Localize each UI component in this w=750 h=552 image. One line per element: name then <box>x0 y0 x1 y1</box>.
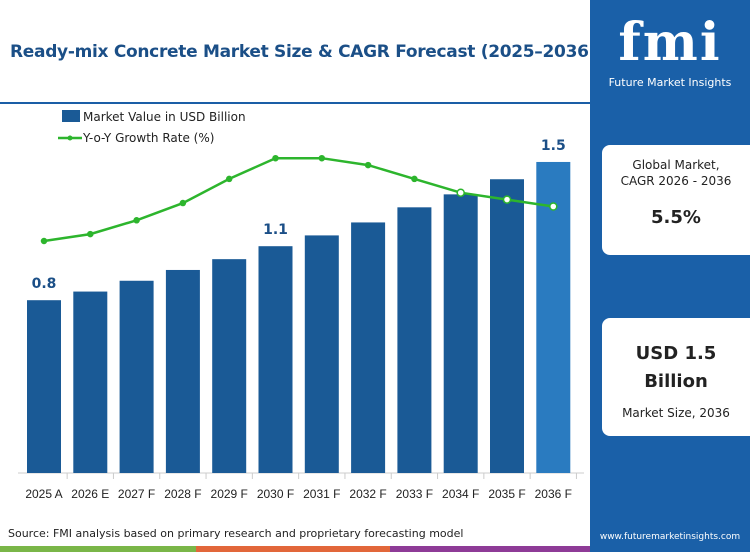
bar <box>490 179 524 474</box>
data-label: 1.5 <box>541 138 566 154</box>
growth-point <box>87 230 94 238</box>
data-label: 1.1 <box>263 222 288 238</box>
bar <box>397 207 432 473</box>
growth-point <box>272 154 279 162</box>
growth-point <box>456 188 465 197</box>
x-tick-label: 2026 E <box>71 487 109 501</box>
legend-line-label: Y-o-Y Growth Rate (%) <box>82 131 214 145</box>
x-tick-label: 2036 F <box>535 487 572 501</box>
side-panel: fmi Future Market Insights Global Market… <box>590 0 750 552</box>
x-tick-label: 2035 F <box>488 487 525 501</box>
logo-name: Future Market Insights <box>608 76 732 89</box>
bar <box>304 235 339 473</box>
x-tick-label: 2032 F <box>349 487 386 501</box>
x-tick-label: 2025 A <box>25 487 62 501</box>
data-label: 0.8 <box>32 276 57 292</box>
x-tick-label: 2028 F <box>164 487 201 501</box>
growth-point <box>364 161 372 169</box>
x-tick-label: 2031 F <box>303 487 340 501</box>
cagr-value: 5.5% <box>651 207 701 228</box>
x-tick-label: 2027 F <box>118 487 155 501</box>
growth-point <box>133 217 140 224</box>
bar <box>27 300 61 473</box>
growth-point <box>549 202 558 211</box>
bar <box>73 291 108 473</box>
x-tick-label: 2034 F <box>442 487 479 501</box>
growth-point <box>502 195 512 204</box>
cagr-card: Global Market, CAGR 2026 - 2036 5.5% <box>602 145 750 255</box>
growth-point <box>40 237 48 245</box>
logo-mark: fmi <box>618 12 722 73</box>
fmi-logo: fmi Future Market Insights <box>590 8 750 89</box>
data-label-bg <box>260 219 291 240</box>
bar <box>258 246 293 473</box>
growth-point <box>225 175 233 183</box>
legend-line-marker <box>67 135 73 141</box>
website-url: www.futuremarketinsights.com <box>599 532 741 542</box>
growth-line <box>43 156 554 243</box>
bar <box>165 269 200 473</box>
stripe-orange <box>196 546 390 552</box>
x-tick-label: 2033 F <box>396 487 433 501</box>
source-note: Source: FMI analysis based on primary re… <box>8 527 464 540</box>
header-divider <box>0 102 590 104</box>
bar <box>536 161 571 473</box>
bar <box>351 222 386 473</box>
stripe-purple <box>390 546 590 552</box>
bar <box>443 194 478 474</box>
x-tick-label: 2030 F <box>257 487 294 501</box>
market-size-value-2: Billion <box>644 371 708 392</box>
bar <box>119 280 154 473</box>
bar <box>212 259 247 473</box>
market-size-card: USD 1.5 Billion Market Size, 2036 <box>602 318 750 436</box>
stripe-green <box>0 546 196 552</box>
market-size-label: Market Size, 2036 <box>622 406 730 420</box>
growth-point <box>318 154 326 162</box>
x-tick-label: 2029 F <box>211 487 248 501</box>
market-size-value-1: USD 1.5 <box>635 343 717 364</box>
growth-point <box>411 175 418 183</box>
chart-title: Ready-mix Concrete Market Size & CAGR Fo… <box>10 42 597 62</box>
cagr-label-2: CAGR 2026 - 2036 <box>620 174 732 188</box>
chart: 2025 A 0.8 2026 E 2027 F 2028 F 2029 F 2030 F 1… <box>18 110 584 501</box>
legend-bar-swatch <box>62 110 80 122</box>
cagr-label-1: Global Market, <box>632 158 720 172</box>
legend-bar-label: Market Value in USD Billion <box>83 110 246 124</box>
growth-point <box>179 199 187 207</box>
